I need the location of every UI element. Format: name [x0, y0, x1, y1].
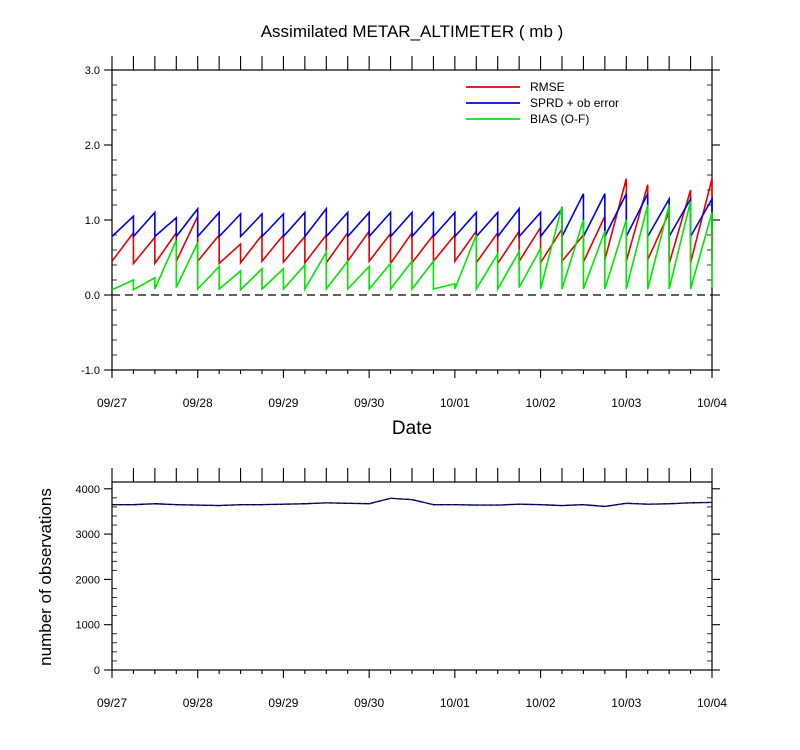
obs-x-tick-label: 09/29 [268, 696, 298, 710]
obs-frame [111, 481, 713, 671]
top-x-tick-label: 09/27 [97, 396, 127, 410]
top-y-tick-label: 1.0 [85, 215, 100, 227]
top-x-tick-label: 10/03 [611, 396, 641, 410]
obs-y-tick-label: 3000 [76, 529, 100, 541]
obs-y-tick-label: 2000 [76, 574, 100, 586]
top-x-tick-label: 09/29 [268, 396, 298, 410]
obs-x-tick-label: 10/02 [526, 696, 556, 710]
obs-y-tick-label: 4000 [76, 484, 100, 496]
top-x-tick-label: 10/01 [440, 396, 470, 410]
obs-x-tick-label: 10/04 [697, 696, 727, 710]
chart-title: Assimilated METAR_ALTIMETER ( mb ) [260, 22, 564, 41]
obs-count-line [112, 497, 713, 508]
top-x-tick-label: 10/02 [526, 396, 556, 410]
series-line-1 [111, 193, 713, 240]
legend-label-2: BIAS (O-F) [530, 112, 589, 126]
top-x-tick-label: 09/28 [183, 396, 213, 410]
top-x-tick-label: 09/30 [354, 396, 384, 410]
obs-y-tick-label: 0 [94, 665, 100, 677]
obs-x-tick-label: 09/28 [183, 696, 213, 710]
series-line-2 [111, 201, 713, 293]
top-y-tick-label: 2.0 [85, 140, 100, 152]
top-y-tick-label: -1.0 [81, 365, 100, 377]
top-y-tick-label: 0.0 [85, 290, 100, 302]
top-x-tick-label: 10/04 [697, 396, 727, 410]
obs-x-tick-label: 10/03 [611, 696, 641, 710]
obs-y-tick-label: 1000 [76, 620, 100, 632]
top-y-tick-label: 3.0 [85, 65, 100, 77]
legend-label-1: SPRD + ob error [530, 96, 619, 110]
obs-x-tick-label: 10/01 [440, 696, 470, 710]
obs-count-line-dashed [112, 497, 713, 508]
obs-x-tick-label: 09/27 [97, 696, 127, 710]
obs-x-tick-label: 09/30 [354, 696, 384, 710]
legend-label-0: RMSE [530, 80, 565, 94]
x-axis-title: Date [391, 418, 433, 439]
